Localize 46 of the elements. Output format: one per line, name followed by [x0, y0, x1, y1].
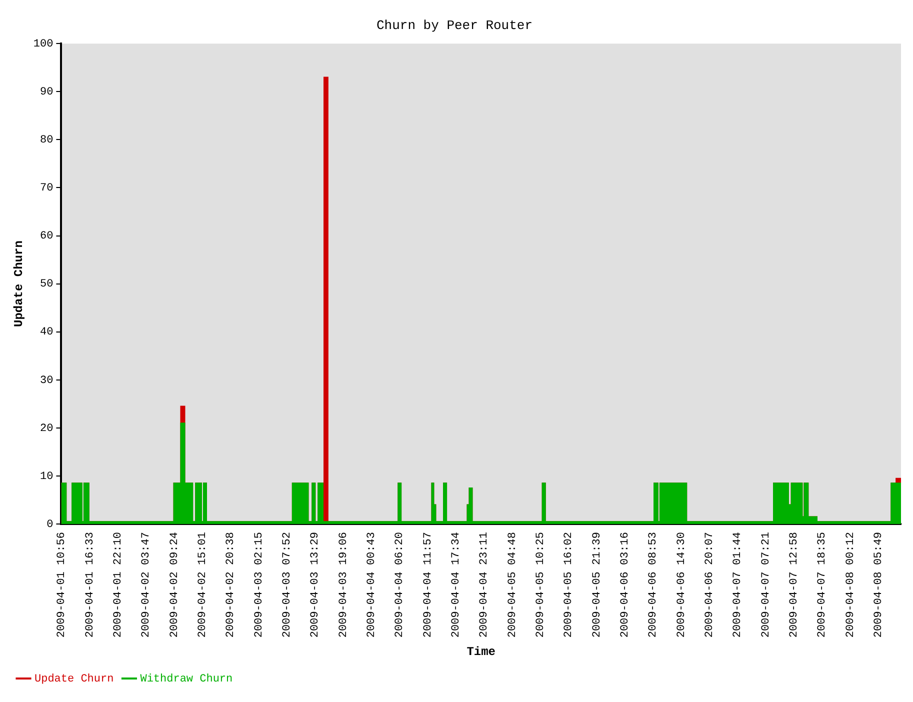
x-tick-label: 2009-04-03 07:52: [281, 532, 294, 638]
x-tick-label: 2009-04-02 20:38: [225, 532, 238, 638]
x-tick-label: 2009-04-07 01:44: [732, 532, 744, 638]
y-tick-label: 70: [40, 182, 54, 195]
y-tick-label: 90: [40, 86, 54, 99]
y-tick-label: 20: [40, 422, 54, 435]
x-tick-label: 2009-04-04 23:11: [478, 532, 491, 638]
x-tick-label: 2009-04-01 10:56: [56, 532, 68, 638]
x-axis-title: Time: [466, 644, 496, 659]
x-tick-label: 2009-04-01 16:33: [84, 532, 96, 638]
x-tick-label: 2009-04-06 20:07: [704, 532, 716, 638]
x-tick-label: 2009-04-05 04:48: [506, 532, 519, 638]
x-tick-label: 2009-04-08 00:12: [844, 532, 857, 638]
y-tick-label: 30: [40, 374, 54, 387]
y-tick-label: 80: [40, 134, 54, 147]
y-tick-label: 40: [40, 326, 54, 339]
y-axis-title: Update Churn: [12, 240, 26, 327]
legend-label: Update Churn: [34, 673, 114, 686]
chart-title: Churn by Peer Router: [376, 18, 533, 34]
x-tick-label: 2009-04-04 00:43: [366, 532, 378, 638]
x-tick-label: 2009-04-05 16:02: [563, 532, 576, 638]
x-tick-label: 2009-04-08 05:49: [873, 532, 886, 638]
x-tick-label: 2009-04-03 02:15: [253, 532, 266, 638]
x-tick-label: 2009-04-07 07:21: [760, 532, 772, 638]
y-tick-label: 50: [40, 278, 54, 291]
legend-label: Withdraw Churn: [140, 673, 233, 686]
x-tick-label: 2009-04-06 03:16: [619, 532, 632, 638]
x-tick-label: 2009-04-05 21:39: [591, 532, 604, 638]
x-tick-label: 2009-04-03 13:29: [310, 532, 322, 638]
x-tick-label: 2009-04-07 12:58: [788, 532, 800, 638]
x-tick-label: 2009-04-03 19:06: [338, 532, 350, 638]
x-tick-label: 2009-04-04 06:20: [394, 532, 406, 638]
y-tick-label: 100: [33, 38, 54, 51]
y-tick-label: 60: [40, 230, 54, 243]
x-tick-label: 2009-04-04 17:34: [450, 532, 462, 638]
x-tick-label: 2009-04-05 10:25: [534, 532, 547, 638]
x-tick-label: 2009-04-07 18:35: [816, 532, 829, 638]
y-tick-label: 10: [40, 470, 54, 483]
x-tick-label: 2009-04-02 15:01: [196, 532, 209, 638]
x-tick-label: 2009-04-01 22:10: [112, 532, 124, 638]
x-tick-label: 2009-04-02 09:24: [168, 532, 181, 638]
x-tick-label: 2009-04-02 03:47: [140, 532, 153, 638]
y-tick-label: 0: [46, 518, 54, 531]
x-tick-label: 2009-04-06 08:53: [648, 532, 660, 638]
x-tick-label: 2009-04-04 11:57: [422, 532, 434, 638]
x-tick-label: 2009-04-06 14:30: [676, 532, 688, 638]
